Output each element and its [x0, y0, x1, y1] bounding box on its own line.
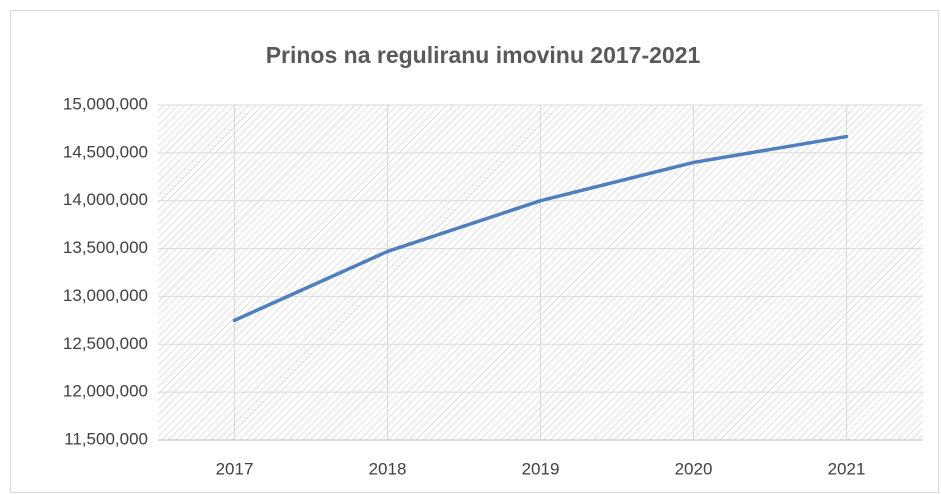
y-tick-label: 12,000,000: [63, 382, 148, 401]
y-tick-label: 14,000,000: [63, 190, 148, 209]
y-tick-label: 12,500,000: [63, 334, 148, 353]
line-series: [232, 134, 849, 323]
x-tick-label: 2018: [369, 459, 407, 478]
x-tick-label: 2017: [216, 459, 254, 478]
y-tick-label: 13,500,000: [63, 238, 148, 257]
chart-title: Prinos na reguliranu imovinu 2017-2021: [266, 42, 701, 68]
x-tick-label: 2021: [828, 459, 866, 478]
y-tick-label: 13,000,000: [63, 286, 148, 305]
x-tick-label: 2020: [675, 459, 713, 478]
x-tick-label: 2019: [522, 459, 560, 478]
y-tick-label: 15,000,000: [63, 94, 148, 113]
y-tick-label: 11,500,000: [64, 429, 148, 448]
y-tick-label: 14,500,000: [63, 142, 148, 161]
